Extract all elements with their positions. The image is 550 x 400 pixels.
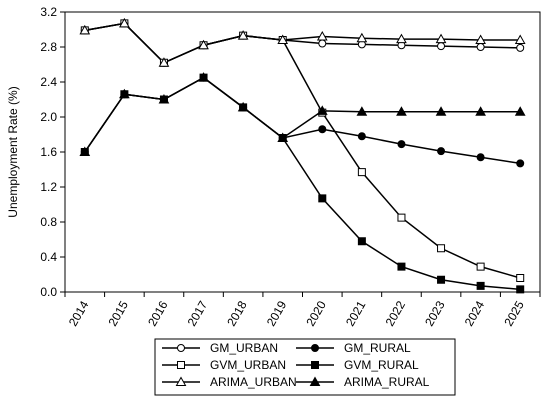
legend-marker-gvm-rural xyxy=(311,361,319,369)
legend-marker-gvm-urban xyxy=(177,361,185,369)
data-point-gvm-urban xyxy=(437,244,446,253)
data-point-gm-rural xyxy=(516,159,525,168)
legend-label-gm-urban: GM_URBAN xyxy=(210,341,278,355)
x-tick-label: 2016 xyxy=(145,298,171,328)
data-point-gvm-urban xyxy=(357,168,366,177)
data-point-gm-urban xyxy=(476,43,485,51)
data-point-arima-urban xyxy=(79,24,91,35)
y-tick-label: 1.6 xyxy=(40,145,57,159)
y-tick-label: 2.4 xyxy=(40,75,57,89)
data-point-gm-urban xyxy=(437,42,446,51)
series-markers xyxy=(79,17,526,294)
y-tick-label: 1.2 xyxy=(40,180,57,194)
data-point-gm-rural xyxy=(357,132,366,141)
legend-label-arima-rural: ARIMA_RURAL xyxy=(344,375,430,389)
data-point-arima-rural xyxy=(435,106,447,116)
legend-marker-gm-rural xyxy=(311,344,319,352)
series-line-gm-rural xyxy=(84,76,521,165)
series-line-arima-urban xyxy=(84,22,521,64)
y-tick-label: 2.0 xyxy=(40,110,57,124)
data-point-gvm-urban xyxy=(516,274,525,282)
x-axis-ticks: 2014 2015 2016 2017 2018 2019 2020 2021 2022 2023… xyxy=(64,292,541,329)
data-point-gvm-rural xyxy=(516,285,525,294)
legend: GM_URBAN GM_RURAL GVM_URBAN GVM_RURAL ARIMA_… xyxy=(154,338,456,396)
data-point-gvm-urban xyxy=(397,213,406,222)
data-point-arima-rural xyxy=(475,106,486,116)
y-axis-ticks: 0.0 0.4 0.8 1.2 1.6 2.0 2.4 2.8 3.2 xyxy=(40,5,65,299)
data-point-arima-urban xyxy=(396,33,407,44)
legend-label-gvm-urban: GVM_URBAN xyxy=(210,358,286,372)
series-line-gvm-urban xyxy=(84,22,521,279)
x-tick-label: 2020 xyxy=(303,298,329,328)
x-tick-label: 2019 xyxy=(264,298,290,328)
data-point-arima-urban xyxy=(514,34,526,44)
legend-marker-arima-urban xyxy=(175,376,187,386)
y-tick-label: 0.0 xyxy=(40,285,57,299)
data-point-arima-urban xyxy=(475,34,486,44)
data-point-arima-rural xyxy=(514,106,526,116)
plot-area-frame xyxy=(64,11,541,293)
legend-marker-gm-urban xyxy=(177,344,185,352)
series-line-arima-rural xyxy=(84,76,521,153)
data-point-arima-urban xyxy=(435,33,447,44)
data-point-arima-urban xyxy=(237,30,249,40)
data-point-arima-rural xyxy=(79,146,91,156)
data-point-gm-rural xyxy=(476,153,485,162)
data-point-gm-rural xyxy=(437,147,446,156)
data-point-arima-rural xyxy=(356,106,368,116)
y-axis-label: Unemployment Rate (%) xyxy=(6,86,20,217)
data-point-gm-urban xyxy=(516,43,525,52)
x-tick-label: 2014 xyxy=(66,298,92,328)
data-point-gm-rural xyxy=(318,125,327,134)
data-point-gvm-rural xyxy=(397,262,406,271)
legend-label-gvm-rural: GVM_RURAL xyxy=(344,358,419,372)
data-point-arima-urban xyxy=(198,39,209,50)
data-point-arima-rural xyxy=(198,72,209,82)
data-point-arima-rural xyxy=(119,88,130,99)
series-line-gm-urban xyxy=(84,22,521,64)
legend-label-gm-rural: GM_RURAL xyxy=(344,341,411,355)
data-point-arima-urban xyxy=(119,17,130,28)
x-tick-label: 2023 xyxy=(422,298,448,328)
data-point-gm-rural xyxy=(397,140,406,149)
data-point-gvm-urban xyxy=(476,262,485,271)
data-point-arima-rural xyxy=(237,101,249,112)
y-tick-label: 2.8 xyxy=(40,40,57,54)
data-point-arima-rural xyxy=(396,106,407,116)
y-tick-label: 3.2 xyxy=(40,5,57,19)
x-tick-label: 2018 xyxy=(224,298,250,328)
series-lines xyxy=(84,22,521,291)
data-point-gvm-rural xyxy=(437,275,446,284)
data-point-gvm-rural xyxy=(476,281,485,290)
x-tick-label: 2024 xyxy=(462,298,488,328)
x-tick-label: 2017 xyxy=(185,298,211,328)
data-point-arima-urban xyxy=(277,34,289,44)
data-point-arima-urban xyxy=(158,57,170,67)
legend-marker-arima-rural xyxy=(309,376,321,386)
data-point-arima-rural xyxy=(316,105,328,115)
data-point-gvm-rural xyxy=(357,237,366,246)
data-point-gm-urban xyxy=(318,39,327,48)
y-tick-label: 0.8 xyxy=(40,215,57,229)
data-point-gvm-rural xyxy=(318,194,327,203)
series-line-gvm-rural xyxy=(84,76,521,291)
x-tick-label: 2015 xyxy=(105,298,131,328)
x-tick-label: 2025 xyxy=(501,298,527,328)
data-point-arima-rural xyxy=(277,132,289,142)
y-tick-label: 0.4 xyxy=(40,250,57,264)
x-tick-label: 2021 xyxy=(343,298,369,328)
data-point-arima-urban xyxy=(316,30,328,41)
data-point-arima-rural xyxy=(158,93,170,104)
legend-label-arima-urban: ARIMA_URBAN xyxy=(210,375,297,389)
data-point-arima-urban xyxy=(356,32,368,43)
x-tick-label: 2022 xyxy=(383,298,409,328)
